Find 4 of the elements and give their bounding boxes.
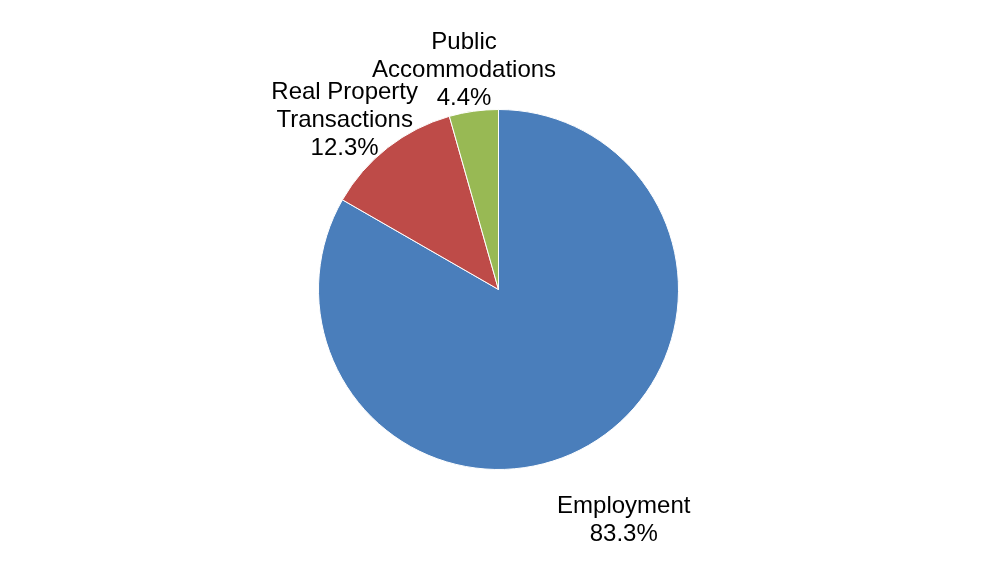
slice-label: Employment <box>557 490 691 518</box>
data-label: 83.3% <box>589 518 658 546</box>
data-label: 12.3% <box>310 133 379 161</box>
data-label: 4.4% <box>436 82 492 110</box>
